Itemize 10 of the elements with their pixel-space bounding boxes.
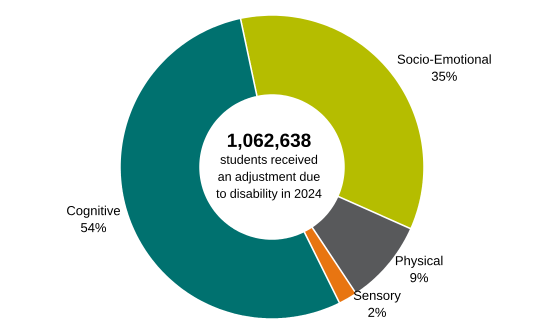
slice-label: Cognitive bbox=[67, 206, 120, 218]
data-label: 9% bbox=[410, 273, 428, 282]
slice-label: Physical bbox=[396, 256, 442, 268]
text: students received an adjustment due to disability in 2024 bbox=[216, 154, 322, 200]
slice-label: Socio-Emotional bbox=[398, 54, 491, 64]
data-label: 35% bbox=[432, 72, 457, 81]
data-label: 54% bbox=[81, 223, 106, 232]
text: 1,062,638 bbox=[228, 134, 311, 150]
data-label: 2% bbox=[368, 308, 386, 317]
slice-label: Sensory bbox=[354, 290, 401, 303]
